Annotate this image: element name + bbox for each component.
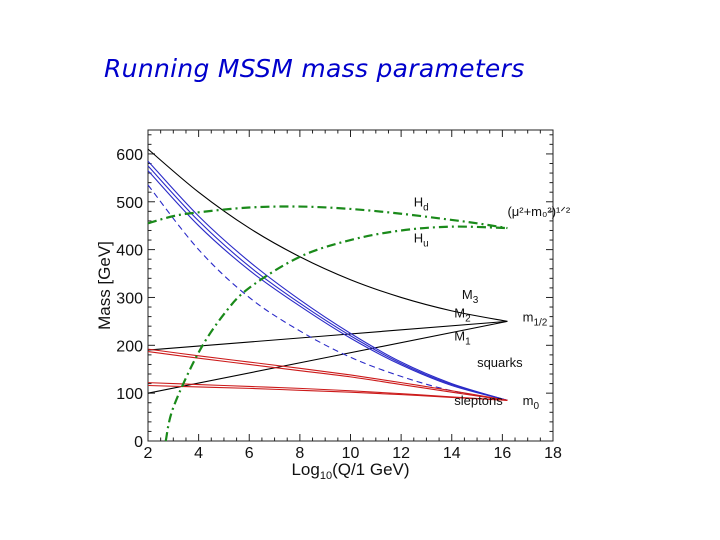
annotation-label: m1/2 <box>523 309 548 328</box>
series-line-curve-6 <box>147 184 508 401</box>
annotation-label: M3 <box>462 287 479 306</box>
series-line-squarks <box>147 160 508 401</box>
y-tick-label: 600 <box>116 147 143 164</box>
annotation-label: m0 <box>523 393 540 412</box>
series-line-curve-8 <box>147 350 508 401</box>
x-tick-label: 4 <box>194 445 203 462</box>
series-line-sleptons <box>147 348 508 401</box>
x-tick-label: 14 <box>443 445 461 462</box>
axis-ticks: 2 4 6 8 10 12 14 16 18 0 100 200 300 400 500 600 <box>116 130 562 462</box>
series-line-m2 <box>147 320 508 351</box>
annotation-label: M2 <box>454 306 471 325</box>
series-line-curve-5 <box>147 170 508 401</box>
x-tick-label: 16 <box>493 445 511 462</box>
annotation-label: (μ²+m₀²)¹ᐟ² <box>507 204 570 219</box>
x-tick-label: 6 <box>245 445 254 462</box>
series-line-curve-4 <box>147 165 508 401</box>
x-tick-label: 18 <box>544 445 562 462</box>
y-tick-label: 200 <box>116 338 143 355</box>
x-tick-label: 10 <box>342 445 360 462</box>
series-line-hu <box>164 225 508 442</box>
y-tick-label: 500 <box>116 195 143 212</box>
y-tick-label: 300 <box>116 290 143 307</box>
series-line-m3 <box>147 148 508 322</box>
series-line-hd <box>147 205 508 230</box>
axis-titles: Log10(Q/1 GeV) Mass [GeV] <box>95 241 410 482</box>
x-tick-label: 2 <box>144 445 153 462</box>
x-axis-title: Log10(Q/1 GeV) <box>291 460 409 482</box>
y-tick-label: 400 <box>116 243 143 260</box>
y-axis-title: Mass [GeV] <box>95 241 114 330</box>
annotation-label: M1 <box>454 329 471 348</box>
annotation-label: Hd <box>414 195 429 214</box>
x-tick-label: 12 <box>392 445 410 462</box>
annotation-label: sleptons <box>454 393 503 408</box>
series-line-curve-10 <box>147 384 508 401</box>
page-title: Running MSSM mass parameters <box>104 54 525 83</box>
series-lines <box>147 148 508 442</box>
y-tick-label: 0 <box>134 434 143 451</box>
annotation-label: squarks <box>477 355 523 370</box>
y-tick-label: 100 <box>116 386 143 403</box>
x-tick-label: 8 <box>295 445 304 462</box>
annotation-label: Hu <box>414 230 429 249</box>
